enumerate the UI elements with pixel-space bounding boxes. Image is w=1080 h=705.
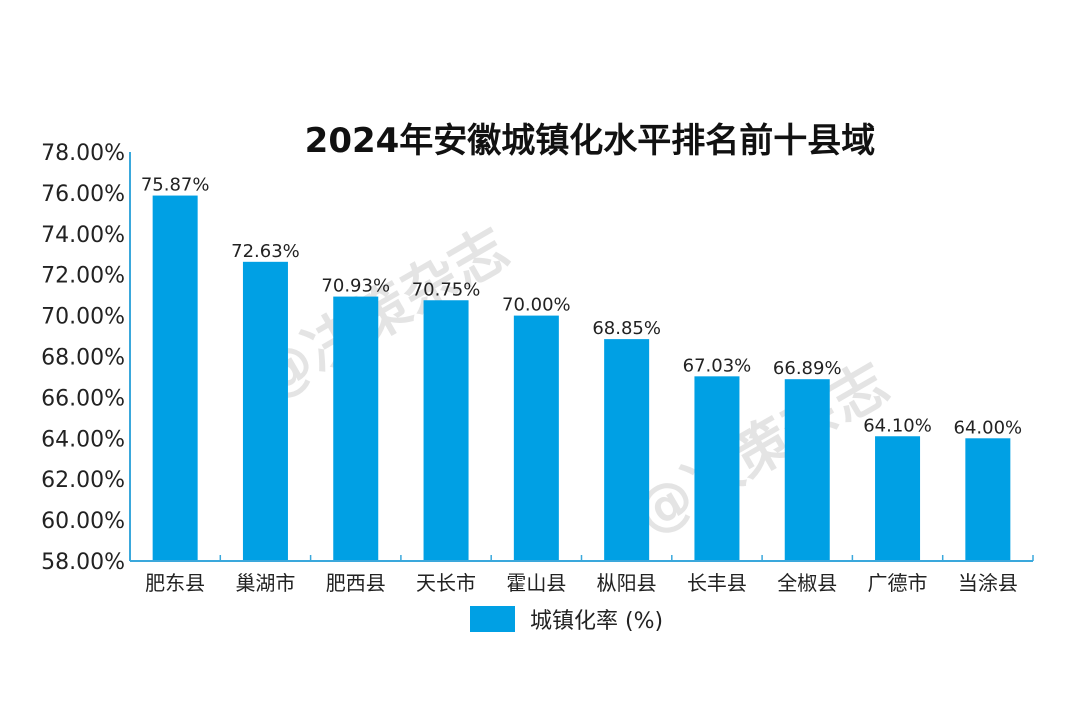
data-label: 64.00% [954, 417, 1023, 438]
data-label: 70.93% [321, 276, 390, 297]
y-tick-label: 70.00% [41, 305, 125, 330]
data-label: 66.89% [773, 358, 842, 379]
bars [152, 195, 1011, 561]
bar-霍山县 [513, 315, 559, 561]
x-tick-label: 霍山县 [506, 571, 566, 595]
y-tick-label: 76.00% [41, 182, 125, 207]
chart-title: 2024年安徽城镇化水平排名前十县域 [305, 121, 876, 161]
x-tick-label: 肥西县 [326, 571, 386, 595]
bar-长丰县 [694, 376, 740, 561]
x-tick-label: 全椒县 [777, 571, 837, 595]
x-tick-label: 巢湖市 [235, 571, 295, 595]
x-tick-label: 肥东县 [145, 571, 205, 595]
legend-label: 城镇化率 (%) [530, 609, 663, 634]
y-tick-label: 62.00% [41, 468, 125, 493]
data-label: 75.87% [141, 175, 210, 196]
data-label: 64.10% [863, 415, 932, 436]
y-tick-label: 72.00% [41, 264, 125, 289]
bar-枞阳县 [604, 339, 650, 561]
y-tick-label: 66.00% [41, 386, 125, 411]
bar-巢湖市 [242, 261, 288, 561]
watermark: @决策杂志 [625, 351, 900, 547]
y-tick-label: 78.00% [41, 141, 125, 166]
data-label: 70.75% [412, 279, 481, 300]
bar-广德市 [875, 436, 921, 561]
y-axis-ticks: 58.00% 60.00% 62.00% 64.00% 66.00% 68.00% 70.0… [41, 141, 125, 575]
data-label: 70.00% [502, 295, 571, 316]
bar-肥西县 [333, 296, 379, 561]
data-label: 72.63% [231, 241, 300, 262]
axes [129, 152, 1034, 562]
y-tick-label: 64.00% [41, 427, 125, 452]
x-tick-label: 当涂县 [958, 571, 1018, 595]
x-tick-label: 长丰县 [687, 571, 747, 595]
legend: 城镇化率 (%) [470, 606, 663, 634]
bar-天长市 [423, 300, 469, 561]
y-tick-label: 58.00% [41, 550, 125, 575]
data-label: 68.85% [592, 318, 661, 339]
bar-肥东县 [152, 195, 198, 561]
y-tick-label: 68.00% [41, 346, 125, 371]
data-labels: 75.87% 72.63% 70.93% 70.75% 70.00% 68.85% 67.0… [141, 175, 1022, 439]
bar-当涂县 [965, 438, 1011, 561]
y-tick-label: 60.00% [41, 509, 125, 534]
x-tick-label: 天长市 [416, 571, 476, 595]
y-tick-label: 74.00% [41, 223, 125, 248]
legend-swatch [470, 606, 515, 632]
bar-全椒县 [784, 379, 830, 561]
x-axis-labels: 肥东县 巢湖市 肥西县 天长市 霍山县 枞阳县 长丰县 全椒县 广德市 当涂县 [145, 571, 1018, 595]
x-tick-label: 枞阳县 [597, 571, 657, 595]
data-label: 67.03% [683, 355, 752, 376]
x-tick-label: 广德市 [868, 571, 928, 595]
